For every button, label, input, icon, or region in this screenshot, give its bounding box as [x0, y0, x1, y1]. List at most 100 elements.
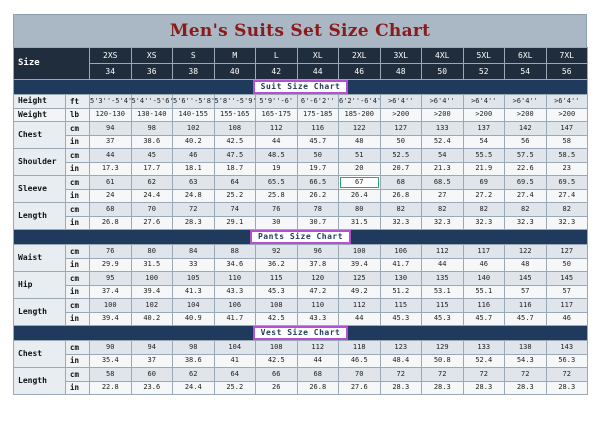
value-cell: 32.3 [379, 215, 422, 230]
value-cell: 58 [89, 367, 132, 382]
value-cell: 57.5 [504, 148, 547, 163]
value-cell: 27.6 [130, 215, 173, 230]
value-cell: 115 [421, 298, 464, 313]
value-cell: 47.2 [296, 284, 339, 299]
value-cell: 24.4 [172, 380, 215, 395]
value-cell: >200 [379, 107, 422, 122]
measurement-label: Sleeve [13, 175, 66, 203]
value-cell: 5'3''-5'4'' [89, 94, 132, 109]
value-cell: 62 [172, 367, 215, 382]
value-cell: 38.6 [172, 353, 215, 368]
measurement-row: Weight lb 120-130 130-140 140-155 155-165 165-… [13, 107, 588, 122]
eu-size: 44 [296, 63, 339, 80]
value-cell: 32.3 [545, 215, 588, 230]
value-cell: 37 [89, 134, 132, 149]
value-cell: 127 [379, 121, 422, 136]
measurement-row: in 24 24.4 24.8 25.2 25.8 26.2 26.4 26.8 27 27.2 27… [14, 188, 588, 203]
value-cell: 130 [379, 271, 422, 286]
value-cell: 40.2 [130, 311, 173, 326]
section-banner: Suit Size Chart [13, 79, 588, 95]
value-cell: 117 [462, 244, 505, 259]
value-cell: 133 [421, 121, 464, 136]
value-cell: 27.4 [545, 188, 588, 203]
value-cell: 127 [545, 244, 588, 259]
value-cell: 26.8 [89, 215, 132, 230]
size-name: S [172, 47, 215, 64]
value-cell: 122 [504, 244, 547, 259]
unit-label: cm [65, 175, 90, 190]
value-cell: 58 [545, 134, 588, 149]
value-cell: 94 [89, 121, 132, 136]
value-cell: 48 [504, 257, 547, 272]
value-cell: 48 [338, 134, 381, 149]
size-name: XS [130, 47, 173, 64]
value-cell: 21.9 [462, 161, 505, 176]
value-cell: >6'4'' [504, 94, 547, 109]
value-cell: 18.7 [213, 161, 256, 176]
value-cell: 40.9 [172, 311, 215, 326]
value-cell: 69.5 [504, 175, 547, 190]
value-cell: 68 [379, 175, 422, 190]
value-cell: 27.4 [504, 188, 547, 203]
value-cell: 55.5 [462, 148, 505, 163]
value-cell: 37 [130, 353, 173, 368]
eu-size: 50 [421, 63, 464, 80]
value-cell: 82 [545, 202, 588, 217]
value-cell: 22.6 [504, 161, 547, 176]
section-title: Pants Size Chart [249, 230, 352, 244]
value-cell: 72 [421, 367, 464, 382]
measurement-row: Length cm 100 102 104 106 108 110 112 115 115 116 11… [13, 298, 588, 326]
measurement-row: in 29.9 31.5 33 34.6 36.2 37.8 39.4 41.7 44 46 48 50 [14, 257, 588, 272]
value-cell: 102 [172, 121, 215, 136]
value-cell: 68 [89, 202, 132, 217]
value-cell: 45.7 [462, 311, 505, 326]
value-cell: 54.3 [504, 353, 547, 368]
value-cell: >6'4'' [545, 94, 588, 109]
value-cell: 58.5 [545, 148, 588, 163]
value-cell: 45.7 [504, 311, 547, 326]
eu-size: 36 [130, 63, 173, 80]
value-cell: 45.3 [379, 311, 422, 326]
value-cell: 120-130 [89, 107, 132, 122]
value-cell: 137 [462, 121, 505, 136]
value-cell: 57 [545, 284, 588, 299]
measurement-label: Shoulder [13, 148, 66, 176]
value-cell: 118 [338, 340, 381, 355]
value-cell: 147 [545, 121, 588, 136]
size-name: 6XL [504, 47, 547, 64]
value-cell: 69.5 [545, 175, 588, 190]
value-cell: 21.3 [421, 161, 464, 176]
value-cell: 46 [172, 148, 215, 163]
size-name: 7XL [545, 47, 588, 64]
value-cell: 23.6 [130, 380, 173, 395]
measurement-row: in 35.4 37 38.6 41 42.5 44 46.5 48.4 50.8 52.4 54.3… [14, 353, 588, 368]
value-cell: 32.3 [421, 215, 464, 230]
measurement-label: Waist [13, 244, 66, 272]
value-cell: 145 [504, 271, 547, 286]
value-cell: 65.5 [255, 175, 298, 190]
value-cell: 29.1 [213, 215, 256, 230]
size-name: 2XS [89, 47, 132, 64]
value-cell: 123 [379, 340, 422, 355]
eu-size: 52 [462, 63, 505, 80]
value-cell: 27 [421, 188, 464, 203]
value-cell: 68 [296, 367, 339, 382]
value-cell: 145 [545, 271, 588, 286]
value-cell: 33 [172, 257, 215, 272]
value-cell: 78 [296, 202, 339, 217]
value-cell: 24 [89, 188, 132, 203]
value-cell: >6'4'' [462, 94, 505, 109]
value-cell: 28.3 [504, 380, 547, 395]
section-banner: Vest Size Chart [13, 325, 588, 341]
eu-size: 56 [545, 63, 588, 80]
value-cell: 55.1 [462, 284, 505, 299]
value-cell: 185-200 [338, 107, 381, 122]
value-cell: 44 [255, 134, 298, 149]
value-cell: 115 [255, 271, 298, 286]
value-cell: 135 [421, 271, 464, 286]
measurement-row: in 17.3 17.7 18.1 18.7 19 19.7 20 20.7 21.3 21.9 22… [14, 161, 588, 176]
unit-label: in [65, 311, 90, 326]
value-cell: 49.2 [338, 284, 381, 299]
value-cell: 52.4 [421, 134, 464, 149]
value-cell: 37.4 [89, 284, 132, 299]
